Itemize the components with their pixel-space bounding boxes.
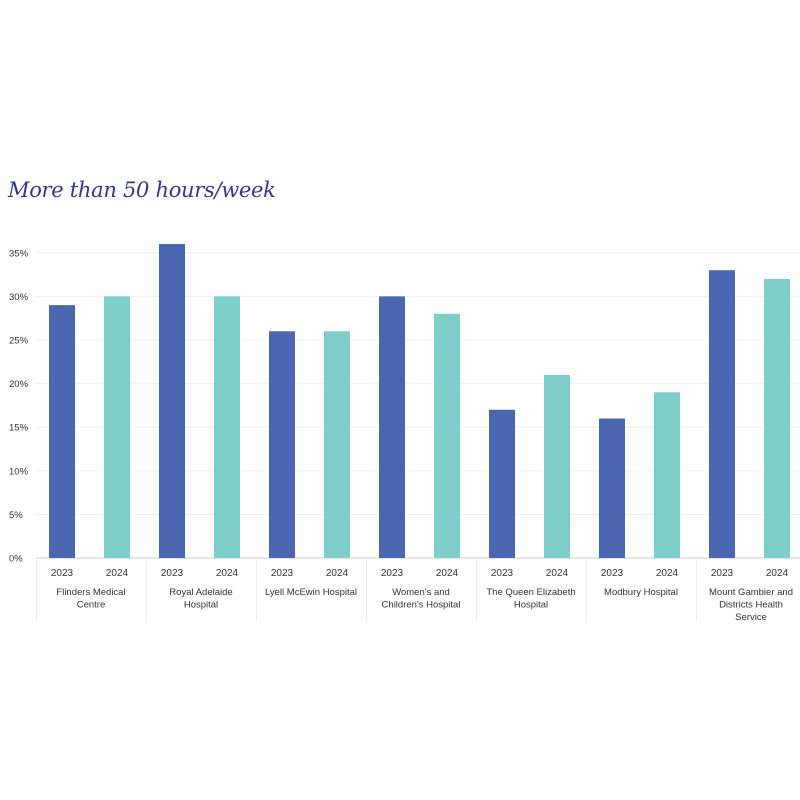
bar-2023 bbox=[709, 270, 735, 558]
category-label: Mount Gambier and bbox=[709, 587, 793, 598]
year-tick-label: 2023 bbox=[271, 568, 294, 579]
y-tick-label: 10% bbox=[9, 466, 29, 477]
year-tick-label: 2024 bbox=[216, 568, 239, 579]
category-label: Service bbox=[735, 612, 767, 623]
year-tick-label: 2023 bbox=[711, 568, 734, 579]
chart-title: More than 50 hours/week bbox=[8, 178, 276, 202]
y-tick-label: 25% bbox=[9, 336, 29, 347]
year-tick-label: 2024 bbox=[326, 568, 349, 579]
y-tick-label: 20% bbox=[9, 379, 29, 390]
bar-2024 bbox=[214, 296, 240, 558]
bar-2024 bbox=[764, 278, 790, 558]
bar-2024 bbox=[324, 331, 350, 558]
year-tick-label: 2023 bbox=[491, 568, 514, 579]
y-tick-label: 30% bbox=[9, 292, 29, 303]
year-tick-label: 2024 bbox=[436, 568, 459, 579]
category-label: Royal Adelaide bbox=[169, 587, 232, 598]
category-label: Children's Hospital bbox=[382, 600, 461, 611]
year-tick-label: 2023 bbox=[381, 568, 404, 579]
category-label: The Queen Elizabeth bbox=[486, 587, 575, 598]
category-label: Flinders Medical bbox=[56, 587, 125, 598]
y-tick-label: 15% bbox=[9, 423, 29, 434]
category-label: Hospital bbox=[184, 600, 218, 611]
bar-2023 bbox=[49, 305, 75, 558]
category-label: Modbury Hospital bbox=[604, 587, 678, 598]
year-tick-label: 2023 bbox=[51, 568, 74, 579]
bar-2024 bbox=[544, 374, 570, 558]
year-tick-label: 2024 bbox=[106, 568, 129, 579]
year-tick-label: 2024 bbox=[656, 568, 679, 579]
bar-2024 bbox=[654, 392, 680, 558]
y-tick-label: 0% bbox=[9, 554, 23, 565]
bar-2023 bbox=[489, 409, 515, 558]
y-tick-label: 35% bbox=[9, 248, 29, 259]
bar-2023 bbox=[159, 244, 185, 558]
category-label: Lyell McEwin Hospital bbox=[265, 587, 357, 598]
category-label: Districts Health bbox=[719, 600, 783, 611]
category-label: Women's and bbox=[392, 587, 450, 598]
year-tick-label: 2023 bbox=[161, 568, 184, 579]
bar-2024 bbox=[434, 313, 460, 558]
y-tick-label: 5% bbox=[9, 510, 23, 521]
year-tick-label: 2024 bbox=[766, 568, 789, 579]
bar-2023 bbox=[599, 418, 625, 558]
year-tick-label: 2023 bbox=[601, 568, 624, 579]
bar-2024 bbox=[104, 296, 130, 558]
category-label: Centre bbox=[77, 600, 106, 611]
year-tick-label: 2024 bbox=[546, 568, 569, 579]
category-label: Hospital bbox=[514, 600, 548, 611]
bar-2023 bbox=[269, 331, 295, 558]
bar-2023 bbox=[379, 296, 405, 558]
